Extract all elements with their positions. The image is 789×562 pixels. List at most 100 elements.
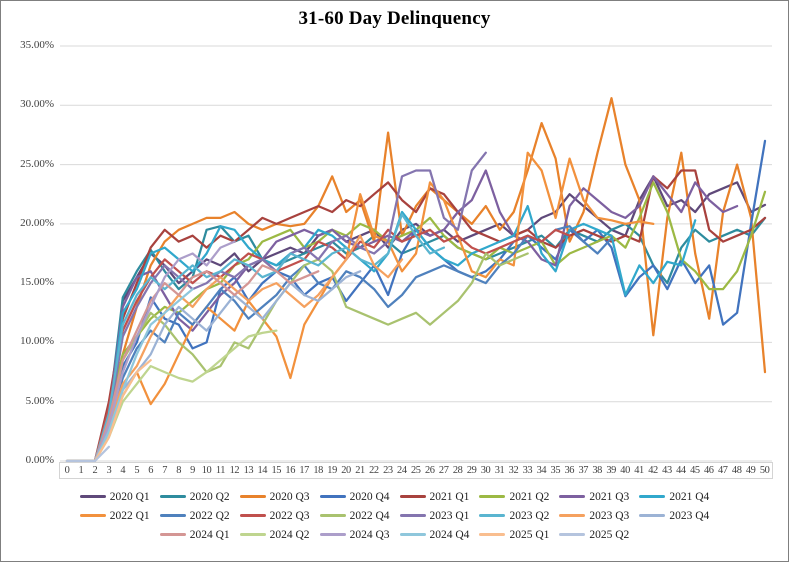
legend-swatch — [79, 494, 106, 499]
y-axis-tick-label: 20.00% — [20, 216, 54, 229]
legend-item-2020-q2[interactable]: 2020 Q2 — [159, 491, 230, 503]
y-axis-tick-label: 0.00% — [25, 454, 54, 466]
x-axis-tick-label: 10 — [201, 465, 212, 476]
series-line-2021-q4[interactable] — [65, 204, 697, 462]
legend-swatch — [239, 494, 266, 499]
legend-label: 2020 Q3 — [269, 490, 310, 503]
chart-title: 31-60 Day Delinquency — [298, 8, 491, 29]
series-line-2025-q2[interactable] — [65, 445, 111, 462]
y-axis-tick-label: 25.00% — [20, 157, 54, 170]
x-axis-tick-label: 31 — [494, 465, 505, 476]
legend-item-2022-q4[interactable]: 2022 Q4 — [319, 509, 390, 522]
x-axis-tick-label: 16 — [285, 465, 296, 476]
legend-item-2020-q3[interactable]: 2020 Q3 — [239, 490, 310, 503]
series-line-2024-q1[interactable] — [65, 264, 320, 462]
legend-label: 2022 Q2 — [189, 509, 230, 522]
legend-item-2024-q4[interactable]: 2024 Q4 — [399, 528, 470, 541]
legend-item-2021-q1[interactable]: 2021 Q1 — [399, 490, 470, 503]
legend-item-2021-q2[interactable]: 2021 Q2 — [479, 491, 549, 503]
x-axis-tick-label: 24 — [397, 465, 407, 476]
x-axis-tick-label: 9 — [190, 465, 195, 476]
legend-item-2024-q3[interactable]: 2024 Q3 — [319, 529, 390, 541]
legend-item-2023-q4[interactable]: 2023 Q4 — [639, 510, 709, 522]
x-axis-tick-label: 1 — [78, 465, 84, 476]
x-axis-tick-label: 49 — [745, 465, 756, 476]
x-axis-tick-label: 4 — [120, 465, 126, 476]
legend-item-2023-q2[interactable]: 2023 Q2 — [479, 510, 549, 522]
x-axis-tick-label: 43 — [662, 465, 672, 476]
legend-item-2025-q1[interactable]: 2025 Q1 — [479, 529, 549, 541]
series-line-2022-q1[interactable] — [65, 151, 655, 462]
x-axis-tick-label: 28 — [452, 465, 463, 476]
legend-item-2021-q3[interactable]: 2021 Q3 — [559, 491, 629, 503]
legend-label: 2023 Q1 — [429, 509, 470, 522]
legend-item-2022-q1[interactable]: 2022 Q1 — [79, 509, 150, 522]
legend-item-2023-q3[interactable]: 2023 Q3 — [559, 510, 629, 522]
legend-item-2025-q2[interactable]: 2025 Q2 — [559, 529, 629, 541]
legend-label: 2022 Q4 — [349, 509, 390, 522]
series-line-2022-q4[interactable] — [65, 252, 529, 462]
series-line-2023-q3[interactable] — [65, 234, 404, 462]
legend-label: 2024 Q2 — [269, 528, 310, 541]
legend-label: 2022 Q1 — [109, 509, 150, 522]
x-axis-tick-label: 29 — [466, 465, 477, 476]
x-axis-tick-label: 7 — [162, 465, 168, 476]
legend: 2020 Q1 2020 Q2 2020 Q3 2020 Q4 2021 Q1 2021 … — [1, 487, 788, 544]
legend-item-2023-q1[interactable]: 2023 Q1 — [399, 509, 470, 522]
legend-swatch — [479, 513, 506, 518]
legend-label: 2024 Q4 — [429, 528, 470, 541]
legend-item-2024-q2[interactable]: 2024 Q2 — [239, 528, 310, 541]
y-axis-tick-label: 35.00% — [20, 39, 54, 51]
legend-item-2020-q1[interactable]: 2020 Q1 — [79, 491, 150, 503]
legend-swatch — [559, 532, 586, 537]
x-axis-tick-label: 18 — [313, 465, 323, 476]
legend-label: 2024 Q1 — [189, 528, 230, 541]
x-axis-tick-label: 40 — [620, 465, 630, 476]
x-axis-tick-label: 6 — [148, 465, 154, 476]
legend-label: 2021 Q3 — [589, 490, 630, 503]
series-line-2020-q2[interactable] — [65, 216, 767, 462]
series-line-2022-q2[interactable] — [65, 225, 613, 462]
x-axis-tick-label: 39 — [606, 465, 616, 476]
x-axis-tick-label: 41 — [634, 465, 644, 476]
legend-swatch — [159, 513, 186, 518]
x-axis-tick-label: 27 — [438, 465, 449, 476]
legend-item-2024-q1[interactable]: 2024 Q1 — [159, 528, 230, 541]
series-line-2021-q1[interactable] — [65, 169, 767, 462]
legend-item-2022-q2[interactable]: 2022 Q2 — [159, 509, 230, 522]
legend-label: 2021 Q1 — [429, 490, 470, 503]
x-axis-tick-label: 23 — [383, 465, 393, 476]
legend-label: 2023 Q2 — [509, 509, 550, 522]
legend-swatch — [319, 513, 346, 518]
x-axis-tick-label: 12 — [229, 465, 240, 476]
x-axis-tick-label: 34 — [536, 465, 547, 476]
x-axis-tick-label: 8 — [176, 465, 181, 476]
x-axis-tick-label: 32 — [508, 465, 519, 476]
legend-swatch — [559, 494, 586, 499]
x-axis-tick-label: 22 — [369, 465, 379, 476]
x-axis-tick-label: 20 — [341, 465, 351, 476]
x-axis-tick-label: 48 — [731, 465, 742, 476]
x-axis-tick-label: 17 — [299, 465, 309, 476]
legend-item-2020-q4[interactable]: 2020 Q4 — [319, 491, 390, 503]
y-axis-tick-label: 10.00% — [20, 335, 54, 348]
legend-row: 2024 Q1 2024 Q2 2024 Q3 2024 Q4 2025 Q1 2025 … — [1, 525, 788, 544]
legend-swatch — [479, 494, 506, 499]
x-axis-tick-label: 47 — [717, 465, 728, 476]
series-line-2023-q2[interactable] — [65, 213, 446, 462]
legend-swatch — [319, 532, 346, 537]
legend-swatch — [399, 494, 426, 499]
x-axis-tick-label: 37 — [578, 465, 589, 476]
legend-item-2022-q3[interactable]: 2022 Q3 — [239, 510, 310, 522]
x-axis-tick-label: 11 — [215, 465, 226, 476]
x-axis-tick-label: 42 — [648, 465, 658, 476]
series-line-2020-q3[interactable] — [65, 97, 767, 462]
x-axis-tick-label: 3 — [106, 465, 112, 476]
x-axis-tick-label: 36 — [564, 465, 575, 476]
legend-swatch — [319, 494, 346, 499]
legend-label: 2025 Q2 — [589, 528, 630, 541]
series-line-2020-q1[interactable] — [65, 175, 767, 462]
legend-item-2021-q4[interactable]: 2021 Q4 — [639, 491, 709, 503]
legend-swatch — [399, 513, 426, 518]
